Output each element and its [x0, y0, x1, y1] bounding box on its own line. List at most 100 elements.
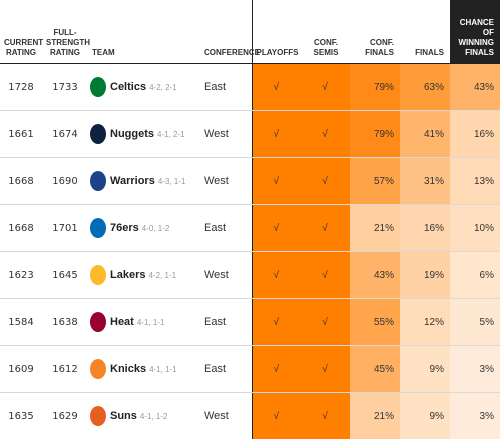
team-record: 4-3, 1-1 — [157, 176, 186, 186]
table-row[interactable]: 1584 1638 Heat 4-1, 1-1 East √ √ 55% 12% 5% — [0, 298, 500, 346]
win-finals-cell: 3% — [450, 345, 500, 393]
finals-cell: 63% — [400, 63, 450, 111]
nuggets-logo-icon — [90, 124, 106, 144]
team-record: 4-2, 2-1 — [149, 82, 177, 92]
win-finals-cell: 43% — [450, 63, 500, 111]
team-cell: Celtics 4-2, 2-1 — [88, 63, 200, 111]
full-strength-rating-cell: 1638 — [42, 298, 88, 346]
playoffs-cell: √ — [251, 110, 302, 158]
full-strength-rating-cell: 1733 — [42, 63, 88, 111]
table-row[interactable]: 1668 1701 76ers 4-0, 1-2 East √ √ 21% 16% 10% — [0, 204, 500, 252]
conference-cell: East — [200, 345, 252, 393]
conf-semis-cell: √ — [302, 204, 350, 252]
full-strength-rating-cell: 1612 — [42, 345, 88, 393]
win-finals-cell: 5% — [450, 298, 500, 346]
team-record: 4-0, 1-2 — [141, 223, 170, 233]
conf-finals-cell: 79% — [350, 63, 400, 111]
table-row[interactable]: 1609 1612 Knicks 4-1, 1-1 East √ √ 45% 9% 3% — [0, 345, 500, 393]
header-conference[interactable]: CONFERENCE — [200, 0, 260, 64]
team-cell: Lakers 4-2, 1-1 — [88, 251, 200, 299]
full-strength-rating-cell: 1629 — [52, 410, 78, 422]
full-strength-rating-cell: 1690 — [42, 157, 88, 205]
team-name[interactable]: Nuggets — [110, 128, 154, 140]
header-finals[interactable]: FINALS — [400, 0, 450, 64]
heat-logo-icon — [90, 312, 106, 332]
conf-semis-cell: √ — [302, 392, 350, 439]
team-cell: Warriors 4-3, 1-1 — [88, 157, 200, 205]
win-finals-cell: 6% — [450, 251, 500, 299]
header-row: CURRENT RATING FULL-STRENGTH RATING TEAM… — [0, 0, 500, 64]
team-name[interactable]: 76ers — [110, 222, 139, 234]
team-name[interactable]: Suns — [110, 410, 137, 422]
team-name[interactable]: Warriors — [110, 175, 155, 187]
playoffs-cell: √ — [251, 204, 302, 252]
header-conf-semis[interactable]: CONF. SEMIS — [302, 0, 350, 64]
conf-finals-cell: 21% — [350, 392, 400, 439]
table-row[interactable]: 1661 1674 Nuggets 4-1, 2-1 West √ √ 79% 41% 16% — [0, 110, 500, 158]
table-row[interactable]: 1728 1733 Celtics 4-2, 2-1 East √ √ 79% 63% 43% — [0, 63, 500, 111]
team-cell-inner: Knicks 4-1, 1-1 — [90, 359, 196, 379]
current-rating-cell: 1668 — [0, 204, 42, 252]
team-cell-inner: Heat 4-1, 1-1 — [90, 312, 196, 332]
team-record: 4-1, 1-1 — [149, 364, 177, 374]
header-current-rating[interactable]: CURRENT RATING — [0, 0, 43, 64]
current-rating-cell: 1728 — [0, 63, 42, 111]
win-finals-cell: 3% — [450, 392, 500, 439]
win-finals-cell: 13% — [450, 157, 500, 205]
header-conf-finals[interactable]: CONF. FINALS — [350, 0, 400, 64]
team-name[interactable]: Celtics — [110, 81, 147, 93]
team-cell-inner: Suns 4-1, 1-2 — [90, 406, 196, 426]
current-rating-cell: 1635 — [8, 410, 34, 422]
current-rating-cell: 1584 — [0, 298, 42, 346]
playoffs-cell: √ — [251, 157, 302, 205]
team-cell: Heat 4-1, 1-1 — [88, 298, 200, 346]
conf-finals-cell: 55% — [350, 298, 400, 346]
finals-cell: 41% — [400, 110, 450, 158]
header-team[interactable]: TEAM — [88, 0, 200, 64]
knicks-logo-icon — [90, 359, 106, 379]
full-strength-rating-cell: 1701 — [42, 204, 88, 252]
team-cell: Knicks 4-1, 1-1 — [88, 345, 200, 393]
conference-cell: East — [200, 298, 252, 346]
conference-cell: West — [204, 410, 229, 422]
playoffs-cell: √ — [251, 392, 302, 439]
conf-semis-cell: √ — [302, 110, 350, 158]
conf-finals-cell: 57% — [350, 157, 400, 205]
table-row[interactable]: 1635 1629 Suns 4-1, 1-2 West √ √ 21% 9% 3% — [0, 392, 500, 440]
finals-cell: 9% — [400, 392, 450, 439]
conf-finals-cell: 21% — [350, 204, 400, 252]
team-cell-inner: Warriors 4-3, 1-1 — [90, 171, 196, 191]
team-cell-inner: Lakers 4-2, 1-1 — [90, 265, 196, 285]
lakers-logo-icon — [90, 265, 106, 285]
table-body: 1728 1733 Celtics 4-2, 2-1 East √ √ 79% 63% 43% 16… — [0, 63, 500, 440]
warriors-logo-icon — [90, 171, 106, 191]
team-cell-inner: Nuggets 4-1, 2-1 — [90, 124, 196, 144]
header-full-strength-rating[interactable]: FULL-STRENGTH RATING — [42, 0, 90, 64]
sixers-logo-icon — [90, 218, 106, 238]
current-rating-cell: 1661 — [0, 110, 42, 158]
conf-semis-cell: √ — [302, 251, 350, 299]
finals-cell: 9% — [400, 345, 450, 393]
header-playoffs[interactable]: PLAYOFFS — [251, 0, 302, 64]
current-rating-cell: 1609 — [0, 345, 42, 393]
finals-cell: 12% — [400, 298, 450, 346]
team-record: 4-1, 2-1 — [157, 129, 185, 139]
conference-cell: East — [200, 204, 252, 252]
finals-cell: 31% — [400, 157, 450, 205]
full-strength-rating-cell: 1674 — [42, 110, 88, 158]
team-name[interactable]: Knicks — [110, 363, 147, 375]
finals-cell: 19% — [400, 251, 450, 299]
header-win-finals[interactable]: CHANCE OF WINNING FINALS — [450, 0, 500, 64]
win-finals-cell: 16% — [450, 110, 500, 158]
team-name[interactable]: Heat — [110, 316, 134, 328]
suns-logo-icon — [90, 406, 106, 426]
team-name[interactable]: Lakers — [110, 269, 146, 281]
team-record: 4-1, 1-1 — [136, 317, 165, 327]
conference-cell: West — [200, 110, 252, 158]
team-cell: Suns 4-1, 1-2 — [88, 393, 200, 440]
conf-finals-cell: 79% — [350, 110, 400, 158]
table-row[interactable]: 1623 1645 Lakers 4-2, 1-1 West √ √ 43% 19% 6% — [0, 251, 500, 299]
conf-finals-cell: 45% — [350, 345, 400, 393]
table-row[interactable]: 1668 1690 Warriors 4-3, 1-1 West √ √ 57% 31% 13% — [0, 157, 500, 205]
